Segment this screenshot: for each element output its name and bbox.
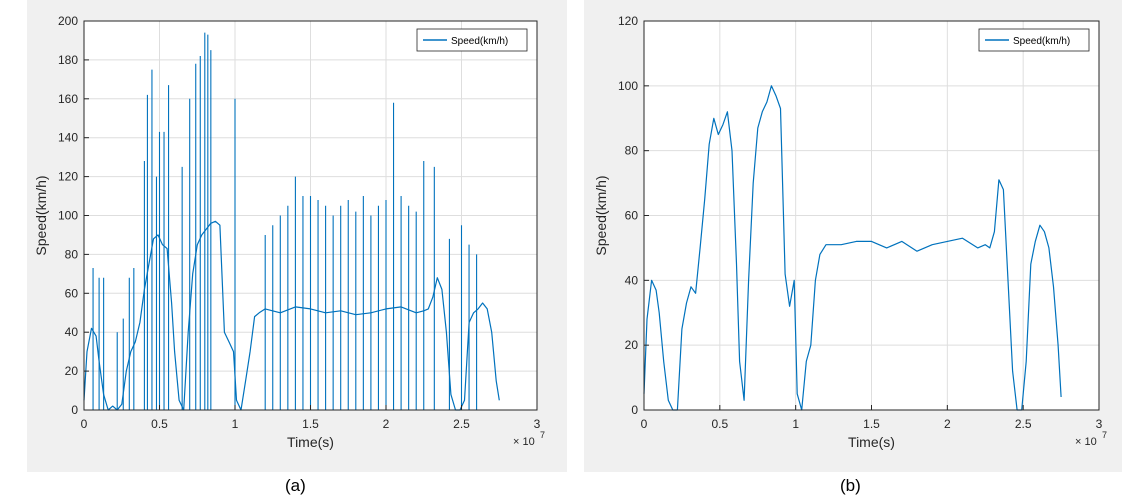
chart-b-ytick-label-4: 80 xyxy=(625,144,639,158)
chart-b-x-multiplier-exp: 7 xyxy=(1102,430,1107,440)
chart-b-x-multiplier: × 10 xyxy=(1075,436,1097,448)
chart-b-ytick-label-3: 60 xyxy=(625,209,639,223)
chart-b-ytick-label-5: 100 xyxy=(618,79,638,93)
chart-b-legend-box xyxy=(978,28,1090,52)
chart-b-xtick-label-3: 1.5 xyxy=(863,417,880,431)
chart-b-legend-label: Speed(km/h) xyxy=(1013,36,1070,47)
chart-a-xtick-label-4: 2 xyxy=(383,417,390,431)
chart-a-ytick-label-6: 120 xyxy=(58,170,78,184)
chart-a-ytick-label-7: 140 xyxy=(58,131,78,145)
chart-a-xtick-label-5: 2.5 xyxy=(453,417,470,431)
chart-a-legend-label: Speed(km/h) xyxy=(451,36,508,47)
caption-a: (a) xyxy=(285,476,306,495)
chart-b-svg: 0 0.5 1 1.5 2 2.5 3 0 20 40 60 80 100 120 Time(s) Speed… xyxy=(593,14,1107,450)
chart-b-ytick-label-6: 120 xyxy=(618,14,638,28)
chart-b-ylabel: Speed(km/h) xyxy=(593,175,609,255)
chart-a-ytick-label-5: 100 xyxy=(58,209,78,223)
chart-a-ytick-label-1: 20 xyxy=(65,364,79,378)
chart-b-ytick-label-0: 0 xyxy=(631,403,638,417)
chart-b-xtick-label-5: 2.5 xyxy=(1015,417,1032,431)
chart-a-ytick-label-9: 180 xyxy=(58,53,78,67)
chart-panel-b: 0 0.5 1 1.5 2 2.5 3 0 20 40 60 80 100 120 Time(s) Speed… xyxy=(584,0,1122,472)
chart-a-ytick-label-10: 200 xyxy=(58,14,78,28)
chart-b-xlabel: Time(s) xyxy=(848,434,895,450)
chart-a-xtick-label-2: 1 xyxy=(232,417,239,431)
chart-a-xtick-label-1: 0.5 xyxy=(151,417,168,431)
chart-b-xtick-label-4: 2 xyxy=(944,417,951,431)
chart-a-series-line-0 xyxy=(83,220,500,411)
chart-b-ytick-label-1: 20 xyxy=(625,338,639,352)
chart-b-xtick-label-2: 1 xyxy=(792,417,799,431)
chart-a-ytick-label-2: 40 xyxy=(65,325,79,339)
chart-a-x-multiplier: × 10 xyxy=(513,436,535,448)
chart-a-ytick-label-3: 60 xyxy=(65,286,79,300)
chart-a-xtick-label-6: 3 xyxy=(534,417,541,431)
chart-a-x-multiplier-exp: 7 xyxy=(540,430,545,440)
chart-b-series-line-0 xyxy=(643,85,1062,411)
chart-panel-a: 0 0.5 1 1.5 2 2.5 3 0 20 40 60 80 100 120 140 160 180 200… xyxy=(27,0,567,472)
chart-b-xtick-label-0: 0 xyxy=(641,417,648,431)
chart-a-ytick-label-0: 0 xyxy=(71,403,78,417)
chart-a-xlabel: Time(s) xyxy=(287,434,334,450)
chart-a-legend-box xyxy=(416,28,528,52)
chart-a-xtick-label-0: 0 xyxy=(81,417,88,431)
chart-b-xtick-label-1: 0.5 xyxy=(711,417,728,431)
chart-a-svg: 0 0.5 1 1.5 2 2.5 3 0 20 40 60 80 100 120 140 160 180 200… xyxy=(33,14,545,450)
chart-a-xtick-label-3: 1.5 xyxy=(302,417,319,431)
chart-a-ylabel: Speed(km/h) xyxy=(33,175,49,255)
chart-a-ytick-label-4: 80 xyxy=(65,247,79,261)
chart-b-xtick-label-6: 3 xyxy=(1096,417,1103,431)
chart-a-ytick-label-8: 160 xyxy=(58,92,78,106)
chart-b-ytick-label-2: 40 xyxy=(625,273,639,287)
caption-b: (b) xyxy=(840,476,861,495)
